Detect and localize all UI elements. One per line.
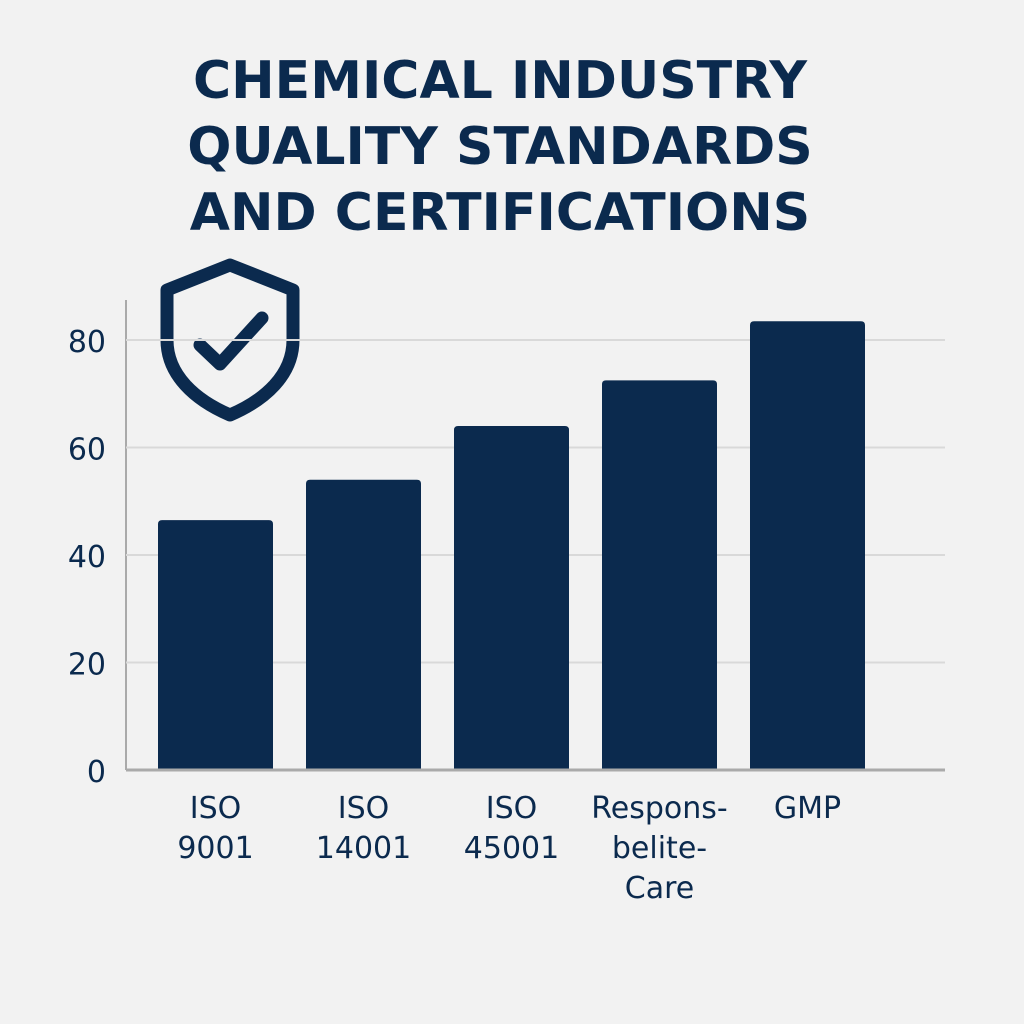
x-tick-label: ISO bbox=[486, 791, 538, 826]
y-tick-label: 0 bbox=[87, 755, 106, 790]
chart-title: CHEMICAL INDUSTRY QUALITY STANDARDS AND … bbox=[0, 48, 1000, 246]
y-tick-label: 20 bbox=[68, 648, 106, 683]
y-tick-label: 40 bbox=[68, 540, 106, 575]
y-tick-label: 80 bbox=[68, 325, 106, 360]
x-tick-label: ISO bbox=[338, 791, 390, 826]
x-tick-label: Care bbox=[625, 871, 694, 906]
y-tick-label: 60 bbox=[68, 433, 106, 468]
chart-title-line: CHEMICAL INDUSTRY bbox=[193, 51, 807, 111]
bar bbox=[306, 479, 421, 770]
chart-title-line: QUALITY STANDARDS bbox=[187, 117, 813, 177]
bar bbox=[602, 380, 717, 770]
bar bbox=[158, 520, 273, 770]
bar bbox=[750, 321, 865, 770]
x-tick-label: 14001 bbox=[316, 831, 411, 866]
chart-title-line: AND CERTIFICATIONS bbox=[189, 183, 811, 243]
x-tick-label: Respons- bbox=[591, 791, 727, 826]
bar bbox=[454, 426, 569, 770]
x-tick-label: GMP bbox=[774, 791, 841, 826]
x-tick-label: 9001 bbox=[177, 831, 253, 866]
x-tick-label: ISO bbox=[190, 791, 242, 826]
x-tick-label: 45001 bbox=[464, 831, 559, 866]
shield-check-icon bbox=[160, 258, 300, 422]
x-tick-label: belite- bbox=[612, 831, 707, 866]
